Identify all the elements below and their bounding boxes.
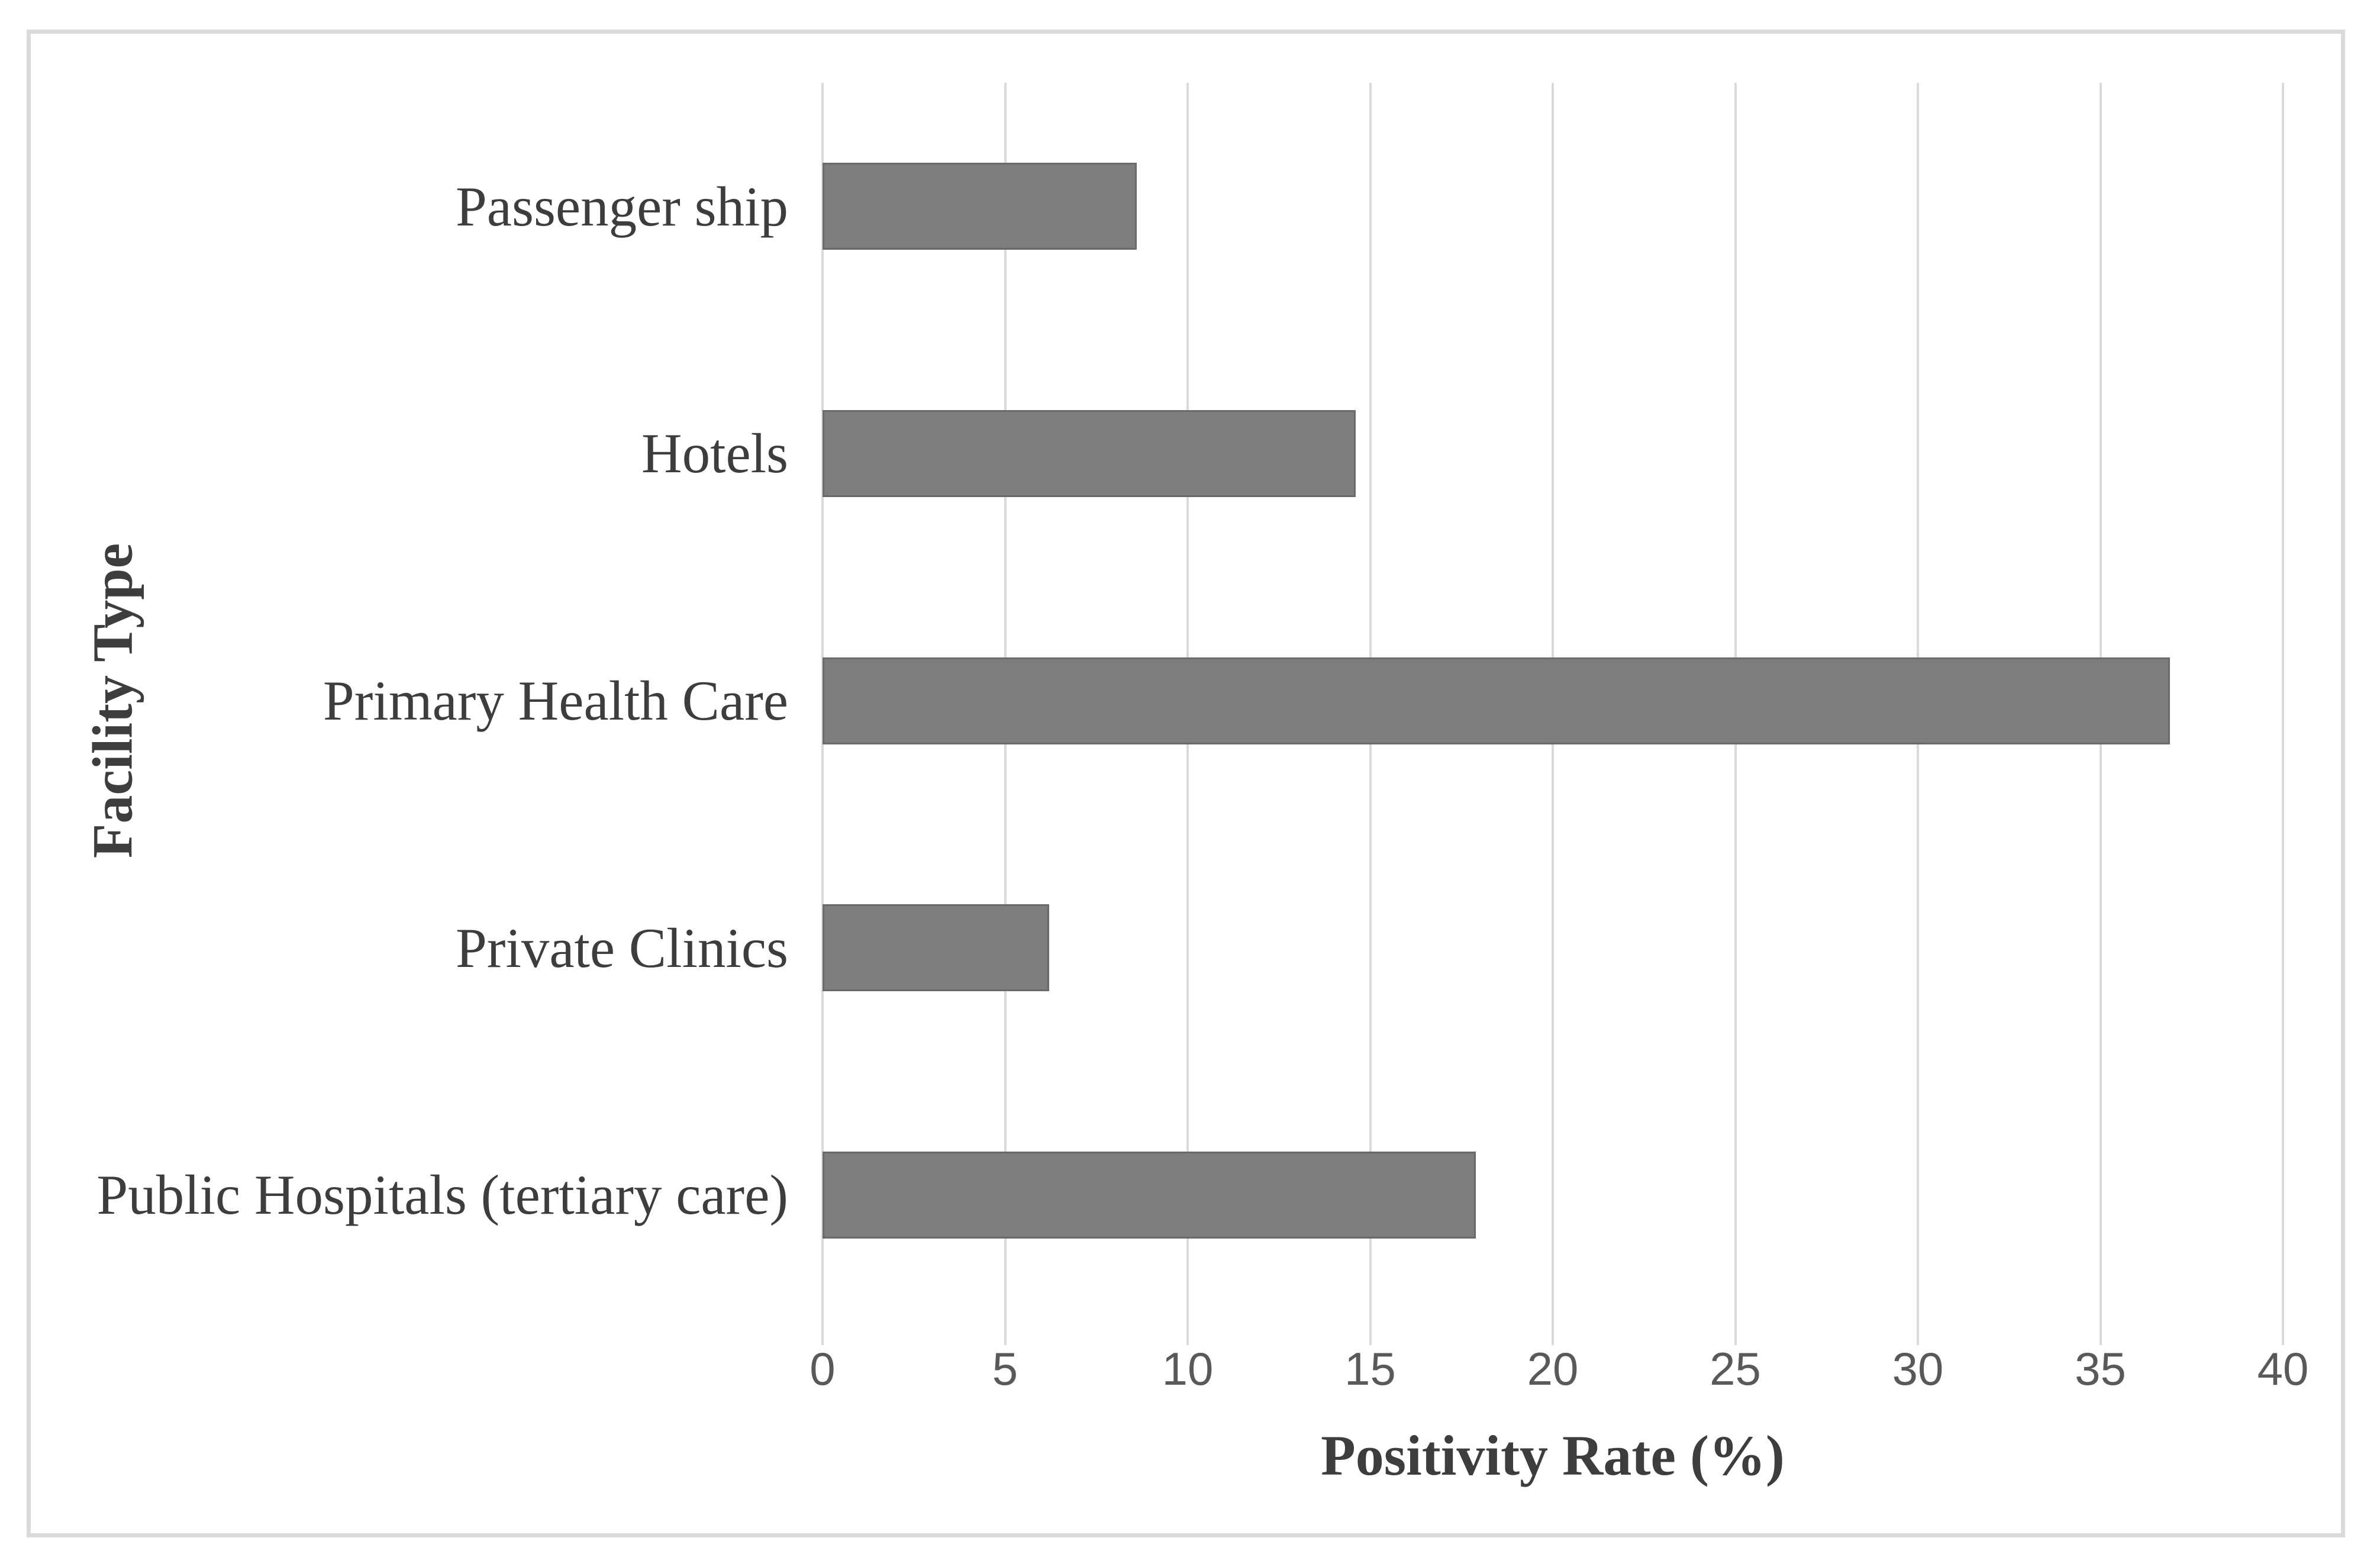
category-label-passenger-ship: Passenger ship bbox=[455, 175, 788, 238]
x-tick-label-40: 40 bbox=[2257, 1343, 2309, 1395]
category-label-public-hospitals-tertiary-care: Public Hospitals (tertiary care) bbox=[96, 1163, 788, 1227]
x-tick-label-25: 25 bbox=[1710, 1343, 1761, 1395]
bar-passenger-ship bbox=[823, 163, 1137, 250]
y-axis-title: Facility Type bbox=[80, 543, 144, 859]
x-tick-label-35: 35 bbox=[2075, 1343, 2126, 1395]
chart-border-frame bbox=[27, 30, 2345, 1537]
category-label-primary-health-care: Primary Health Care bbox=[323, 669, 788, 732]
x-tick-label-5: 5 bbox=[992, 1343, 1018, 1395]
x-tick-label-10: 10 bbox=[1162, 1343, 1214, 1395]
x-tick-label-15: 15 bbox=[1344, 1343, 1396, 1395]
x-tick-label-20: 20 bbox=[1527, 1343, 1579, 1395]
category-label-hotels: Hotels bbox=[641, 422, 788, 485]
x-tick-label-30: 30 bbox=[1892, 1343, 1944, 1395]
gridline-x-40 bbox=[2282, 83, 2284, 1345]
bar-public-hospitals-tertiary-care bbox=[823, 1151, 1476, 1239]
bar-primary-health-care bbox=[823, 657, 2170, 744]
x-axis-title: Positivity Rate (%) bbox=[1321, 1424, 1785, 1487]
x-tick-label-0: 0 bbox=[810, 1343, 836, 1395]
bar-hotels bbox=[823, 410, 1356, 497]
category-label-private-clinics: Private Clinics bbox=[455, 916, 788, 979]
bar-private-clinics bbox=[823, 904, 1049, 992]
